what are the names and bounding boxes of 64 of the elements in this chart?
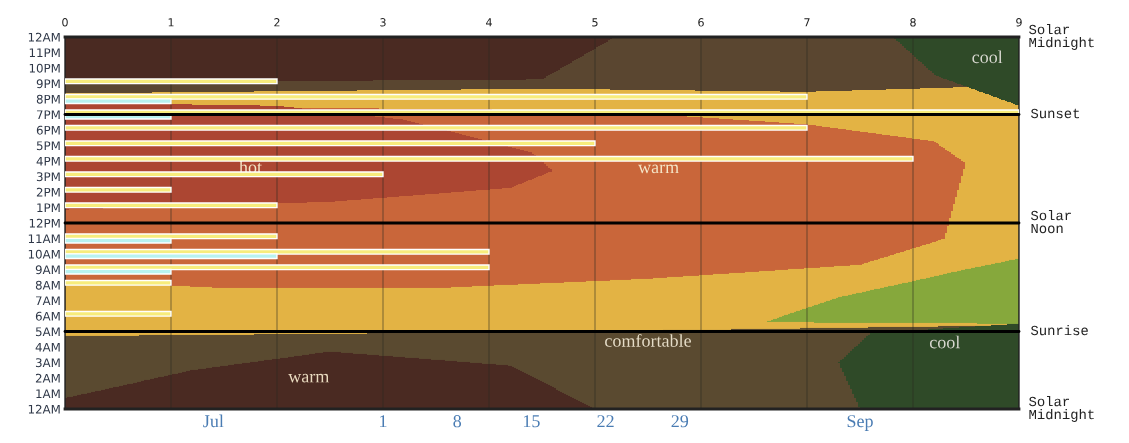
bar [65,279,172,286]
text: Solar Midnight [1029,396,1094,422]
annotation: warm [638,164,679,174]
text: Solar Midnight [1029,24,1094,50]
y-tick-label: 2AM [35,373,60,383]
ref-line-label: Sunset [1030,108,1080,119]
x2-tick-label: 1 [380,415,387,428]
annotation: cool [972,50,1003,64]
x-tick-label: 8 [910,18,916,27]
y-tick-label: 11PM [29,48,60,57]
x-tick-label: 4 [486,18,492,27]
y-tick-label: 4AM [35,342,60,352]
y-tick-label: 10PM [29,63,60,73]
x2-tick-label: 22 [597,415,614,428]
y-tick-label: 12PM [29,218,60,228]
y-tick-label: 3PM [36,172,60,182]
x-tick-label: 1 [168,18,174,27]
bar [65,233,278,240]
annotation: cool [929,335,960,349]
x2-tick-label: 29 [671,415,689,428]
bar [65,78,278,85]
y-tick-label: 10AM [28,249,60,259]
y-tick-label: 6PM [36,125,60,135]
y-tick-label: 12AM [28,404,60,414]
x2-tick-label: Jul [203,414,224,428]
y-tick-label: 7AM [36,296,60,305]
y-tick-label: 5AM [35,327,60,337]
x-tick-label: 5 [592,18,598,27]
y-tick-label: 6AM [35,311,60,321]
y-tick-label: 7PM [36,110,60,119]
x-tick-label: 6 [698,18,704,27]
ref-line-label: Sunrise [1030,325,1088,336]
bar [65,202,278,209]
bar [65,93,808,100]
bar [65,186,172,193]
x-tick-label: 2 [274,18,280,27]
x-tick-label: 9 [1016,18,1022,27]
y-tick-label: 12AM [28,32,60,42]
y-tick-label: 4PM [36,156,60,166]
y-tick-label: 8PM [36,94,60,104]
x2-tick-label: Sep [847,415,873,431]
x-tick-label: 0 [62,18,68,27]
bar [65,124,808,131]
y-tick-label: 1PM [37,203,60,212]
x-tick-label: 3 [380,18,386,27]
ref-line-label: Solar Noon [1030,210,1071,234]
y-tick-label: 9AM [35,265,60,275]
bar [65,264,490,271]
bar [65,155,914,162]
x-tick-label: 7 [804,18,810,27]
bar [65,310,172,317]
x2-tick-label: 15 [523,415,540,428]
y-tick-label: 3AM [35,358,60,368]
y-tick-label: 5PM [36,141,60,151]
y-tick-label: 2PM [36,187,60,197]
y-tick-label: 1AM [36,389,60,398]
y-tick-label: 11AM [28,234,60,243]
annotation: comfortable [605,333,691,347]
y-tick-label: 9PM [36,79,60,89]
bar [65,140,596,147]
annotation: warm [288,373,330,383]
y-tick-label: 8AM [35,280,60,290]
bar [65,171,384,178]
x2-tick-label: 8 [453,415,462,428]
